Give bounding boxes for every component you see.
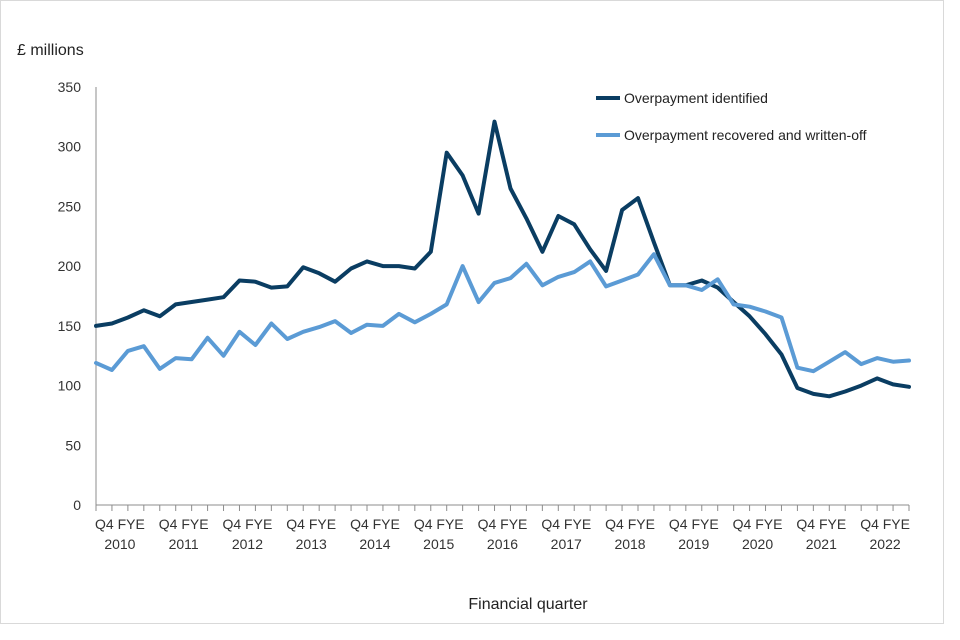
x-tick-label: Q4 FYE: [286, 516, 336, 532]
x-tick-label: Q4 FYE: [350, 516, 400, 532]
x-tick-year: 2012: [232, 536, 263, 552]
x-axis-label: Financial quarter: [468, 596, 588, 613]
axes: [95, 87, 910, 511]
x-tick-year: 2015: [423, 536, 454, 552]
y-tick-label: 350: [58, 79, 82, 95]
x-tick-year: 2016: [487, 536, 518, 552]
x-tick-label: Q4 FYE: [159, 516, 209, 532]
x-tick-year: 2011: [169, 536, 199, 552]
y-tick-label: 150: [58, 318, 82, 334]
series-lines: [94, 119, 911, 399]
series-line-identified: [94, 119, 911, 399]
y-tick-labels: 0 50 100 150 200 250 300 350: [58, 79, 82, 513]
y-tick-label: 100: [58, 378, 82, 394]
x-tick-label: Q4 FYE: [95, 516, 145, 532]
x-tick-year: 2022: [870, 536, 901, 552]
x-tick-labels: Q4 FYE 2010 Q4 FYE 2011 Q4 FYE 2012 Q4 FYE 2013…: [95, 516, 910, 552]
x-tick-year: 2018: [614, 536, 645, 552]
x-tick-year: 2021: [806, 536, 837, 552]
line-chart: £ millions Financial quarter 0 50 100 150 20…: [17, 42, 911, 613]
x-tick-year: 2020: [742, 536, 773, 552]
x-tick-label: Q4 FYE: [796, 516, 846, 532]
x-tick-label: Q4 FYE: [223, 516, 273, 532]
x-tick-label: Q4 FYE: [414, 516, 464, 532]
y-axis-label: £ millions: [17, 42, 84, 59]
x-tick-label: Q4 FYE: [733, 516, 783, 532]
y-tick-label: 0: [73, 497, 81, 513]
series-line-recovered: [94, 252, 911, 374]
x-tick-year: 2017: [551, 536, 582, 552]
legend: Overpayment identified Overpayment recov…: [596, 90, 867, 143]
x-tick-label: Q4 FYE: [669, 516, 719, 532]
x-tick-year: 2014: [359, 536, 390, 552]
x-tick-label: Q4 FYE: [605, 516, 655, 532]
x-tick-year: 2019: [678, 536, 709, 552]
legend-label-identified: Overpayment identified: [624, 90, 768, 106]
y-tick-label: 300: [58, 139, 82, 155]
chart-frame: £ millions Financial quarter 0 50 100 150 20…: [0, 0, 944, 624]
y-tick-label: 50: [65, 437, 81, 453]
x-tick-year: 2013: [296, 536, 327, 552]
x-tick-label: Q4 FYE: [860, 516, 910, 532]
legend-label-recovered: Overpayment recovered and written-off: [624, 127, 867, 143]
y-tick-label: 200: [58, 258, 82, 274]
x-tick-year: 2010: [104, 536, 135, 552]
x-tick-label: Q4 FYE: [541, 516, 591, 532]
y-tick-label: 250: [58, 198, 82, 214]
x-tick-label: Q4 FYE: [478, 516, 528, 532]
